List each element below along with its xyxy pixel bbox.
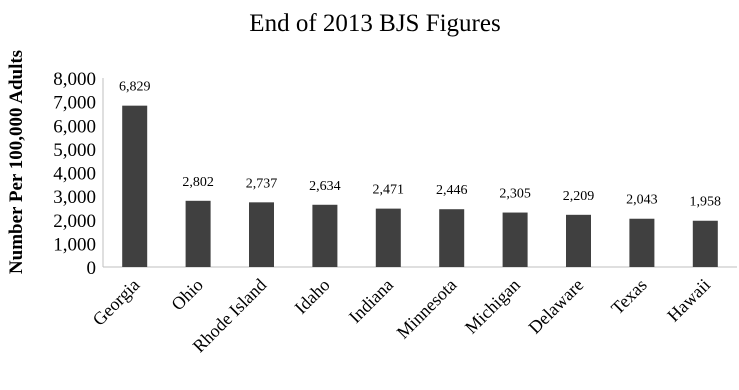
bar bbox=[629, 218, 655, 267]
data-label: 2,471 bbox=[373, 183, 405, 198]
data-label: 6,829 bbox=[119, 80, 151, 95]
y-tick-label: 1,000 bbox=[53, 234, 96, 255]
bar bbox=[439, 209, 465, 267]
bar bbox=[566, 214, 591, 267]
y-tick-label: 3,000 bbox=[53, 187, 96, 208]
y-axis-label: Number Per 100,000 Adults bbox=[6, 50, 27, 274]
bar bbox=[502, 212, 528, 267]
data-label: 2,209 bbox=[563, 189, 595, 204]
x-tick-label: Delaware bbox=[524, 275, 587, 338]
chart-title: End of 2013 BJS Figures bbox=[249, 10, 500, 37]
y-tick-label: 0 bbox=[87, 258, 97, 279]
x-tick-label: Michigan bbox=[461, 275, 524, 338]
data-label: 2,305 bbox=[499, 187, 531, 202]
data-label: 2,634 bbox=[309, 179, 341, 194]
y-tick-label: 5,000 bbox=[53, 140, 96, 161]
bar bbox=[122, 105, 148, 267]
bar bbox=[692, 220, 718, 267]
data-labels-group: 6,829 2,802 2,737 2,634 2,471 2,446 2,305 2,209… bbox=[119, 80, 721, 210]
y-tick-label: 8,000 bbox=[53, 69, 96, 90]
bars-group bbox=[122, 105, 718, 267]
data-label: 2,737 bbox=[246, 176, 278, 191]
data-label: 2,802 bbox=[182, 175, 214, 190]
y-tick-label: 6,000 bbox=[53, 116, 96, 137]
x-tick-label: Georgia bbox=[89, 275, 144, 330]
bar bbox=[185, 200, 211, 267]
y-tick-label: 4,000 bbox=[53, 164, 96, 185]
bar bbox=[249, 202, 274, 267]
x-tick-label: Texas bbox=[607, 275, 651, 319]
data-label: 2,446 bbox=[436, 183, 468, 198]
x-tick-label: Indiana bbox=[345, 275, 397, 327]
data-label: 2,043 bbox=[626, 193, 658, 208]
y-tick-label: 2,000 bbox=[53, 211, 96, 232]
x-tick-label: Minnesota bbox=[393, 275, 461, 343]
x-tick-label: Hawaii bbox=[663, 275, 714, 326]
y-tick-label: 7,000 bbox=[53, 93, 96, 114]
x-tick-label: Idaho bbox=[291, 275, 334, 318]
bar bbox=[312, 204, 338, 267]
x-tick-label: Ohio bbox=[167, 275, 207, 315]
bar bbox=[375, 208, 401, 267]
data-label: 1,958 bbox=[690, 195, 722, 210]
